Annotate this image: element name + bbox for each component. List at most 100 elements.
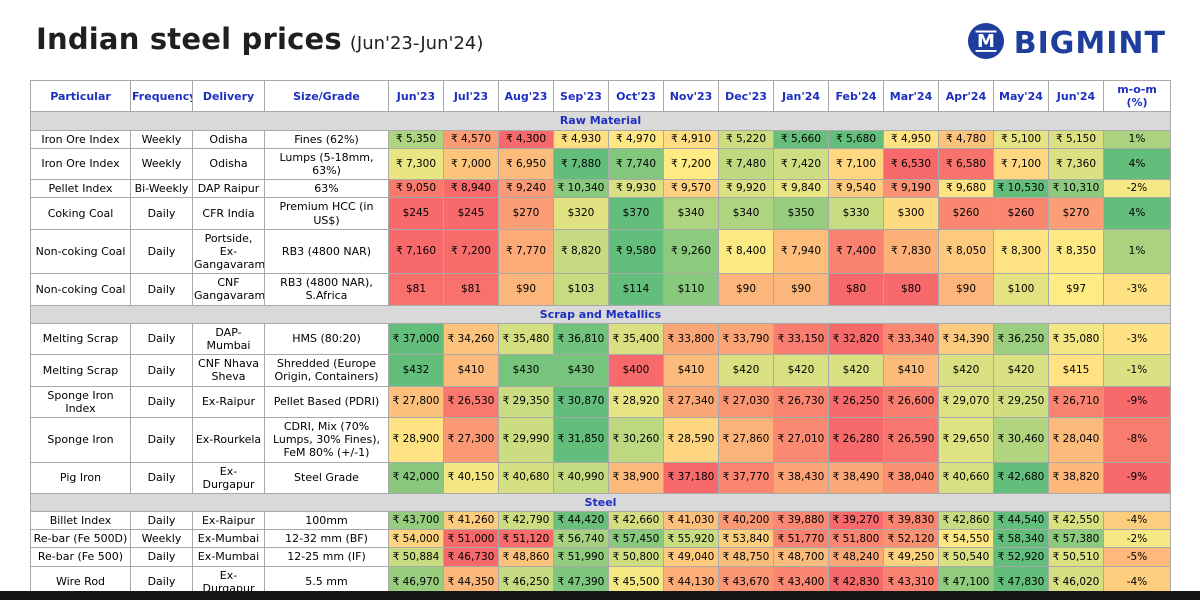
page-subtitle: (Jun'23-Jun'24) — [349, 33, 484, 54]
price-cell: ₹ 8,400 — [718, 228, 774, 275]
price-cell: $340 — [718, 197, 774, 230]
frequency-cell: Daily — [130, 273, 193, 306]
particular-cell: Re-bar (Fe 500) — [30, 547, 131, 567]
price-cell: $420 — [938, 354, 994, 387]
price-cell: ₹ 26,710 — [1048, 385, 1104, 418]
particular-cell: Coking Coal — [30, 197, 131, 230]
size-grade-cell: Lumps (5-18mm, 63%) — [264, 147, 389, 181]
price-cell: ₹ 6,530 — [883, 147, 939, 181]
frequency-cell: Daily — [130, 228, 193, 275]
table-row: Non-coking Coal Daily CNF Gangavaram RB3 (4… — [30, 273, 1171, 306]
frequency-cell: Weekly — [130, 129, 193, 149]
price-cell: ₹ 28,920 — [608, 385, 664, 418]
price-cell: ₹ 30,870 — [553, 385, 609, 418]
delivery-cell: DAP Raipur — [192, 179, 265, 199]
price-cell: $420 — [828, 354, 884, 387]
table-body: Raw Material Iron Ore Index Weekly Odisha Fi… — [30, 111, 1171, 600]
particular-cell: Re-bar (Fe 500D) — [30, 529, 131, 549]
delivery-cell: Odisha — [192, 129, 265, 149]
title-block: Indian steel prices (Jun'23-Jun'24) — [36, 22, 483, 56]
section-header: Scrap and Metallics — [30, 304, 1171, 324]
price-cell: ₹ 29,070 — [938, 385, 994, 418]
column-header: Nov'23 — [663, 79, 719, 113]
delivery-cell: CFR India — [192, 197, 265, 230]
price-cell: ₹ 43,700 — [388, 511, 444, 531]
price-cell: ₹ 54,000 — [388, 529, 444, 549]
column-header: Frequency — [130, 79, 193, 113]
frequency-cell: Weekly — [130, 147, 193, 181]
price-cell: ₹ 52,120 — [883, 529, 939, 549]
svg-text:M: M — [977, 31, 995, 52]
price-cell: $90 — [773, 273, 829, 306]
price-cell: ₹ 7,100 — [993, 147, 1049, 181]
delivery-cell: Ex-Rourkela — [192, 416, 265, 463]
price-cell: ₹ 8,300 — [993, 228, 1049, 275]
price-cell: ₹ 5,350 — [388, 129, 444, 149]
price-table: Particular Frequency Delivery Size/Grade Jun… — [30, 79, 1171, 600]
price-cell: ₹ 50,510 — [1048, 547, 1104, 567]
footer-bar — [0, 591, 1200, 600]
price-cell: $110 — [663, 273, 719, 306]
price-cell: ₹ 42,790 — [498, 511, 554, 531]
price-cell: ₹ 29,250 — [993, 385, 1049, 418]
price-cell: ₹ 54,550 — [938, 529, 994, 549]
price-cell: ₹ 27,030 — [718, 385, 774, 418]
column-header: Size/Grade — [264, 79, 389, 113]
header-row: Particular Frequency Delivery Size/Grade Jun… — [30, 79, 1171, 113]
price-cell: ₹ 7,940 — [773, 228, 829, 275]
price-cell: ₹ 26,280 — [828, 416, 884, 463]
price-cell: ₹ 51,770 — [773, 529, 829, 549]
price-cell: ₹ 36,810 — [553, 322, 609, 356]
mom-cell: -4% — [1103, 511, 1171, 531]
column-header: Aug'23 — [498, 79, 554, 113]
price-cell: ₹ 9,930 — [608, 179, 664, 199]
particular-cell: Melting Scrap — [30, 354, 131, 387]
price-cell: $81 — [443, 273, 499, 306]
price-cell: ₹ 42,660 — [608, 511, 664, 531]
size-grade-cell: Steel Grade — [264, 461, 389, 494]
price-cell: $245 — [443, 197, 499, 230]
table-row: Re-bar (Fe 500D) Weekly Ex-Mumbai 12-32 mm … — [30, 529, 1171, 549]
price-cell: ₹ 33,150 — [773, 322, 829, 356]
price-cell: ₹ 7,200 — [443, 228, 499, 275]
price-cell: $90 — [498, 273, 554, 306]
price-cell: ₹ 8,820 — [553, 228, 609, 275]
page-title: Indian steel prices — [36, 22, 342, 56]
frequency-cell: Daily — [130, 197, 193, 230]
price-cell: ₹ 33,800 — [663, 322, 719, 356]
price-cell: ₹ 40,680 — [498, 461, 554, 494]
size-grade-cell: Fines (62%) — [264, 129, 389, 149]
particular-cell: Non-coking Coal — [30, 228, 131, 275]
frequency-cell: Daily — [130, 511, 193, 531]
price-cell: ₹ 37,000 — [388, 322, 444, 356]
price-cell: ₹ 27,340 — [663, 385, 719, 418]
column-header: Jul'23 — [443, 79, 499, 113]
table-row: Melting Scrap Daily DAP-Mumbai HMS (80:20) ₹… — [30, 322, 1171, 356]
price-cell: ₹ 50,540 — [938, 547, 994, 567]
price-cell: $420 — [993, 354, 1049, 387]
price-cell: ₹ 35,080 — [1048, 322, 1104, 356]
price-cell: ₹ 26,250 — [828, 385, 884, 418]
price-cell: ₹ 29,650 — [938, 416, 994, 463]
price-cell: $81 — [388, 273, 444, 306]
price-cell: $420 — [773, 354, 829, 387]
price-cell: ₹ 7,770 — [498, 228, 554, 275]
price-cell: ₹ 38,820 — [1048, 461, 1104, 494]
price-cell: ₹ 7,300 — [388, 147, 444, 181]
particular-cell: Sponge Iron — [30, 416, 131, 463]
particular-cell: Billet Index — [30, 511, 131, 531]
column-header: Particular — [30, 79, 131, 113]
price-cell: ₹ 28,040 — [1048, 416, 1104, 463]
price-cell: ₹ 7,420 — [773, 147, 829, 181]
price-cell: ₹ 46,730 — [443, 547, 499, 567]
price-cell: ₹ 9,190 — [883, 179, 939, 199]
price-cell: ₹ 49,250 — [883, 547, 939, 567]
price-cell: ₹ 48,240 — [828, 547, 884, 567]
delivery-cell: CNF Gangavaram — [192, 273, 265, 306]
table-row: Pig Iron Daily Ex- Durgapur Steel Grade ₹ 42… — [30, 461, 1171, 494]
column-header: Jun'23 — [388, 79, 444, 113]
price-cell: ₹ 10,530 — [993, 179, 1049, 199]
price-cell: ₹ 58,340 — [993, 529, 1049, 549]
mom-cell: -9% — [1103, 461, 1171, 494]
price-cell: ₹ 32,820 — [828, 322, 884, 356]
